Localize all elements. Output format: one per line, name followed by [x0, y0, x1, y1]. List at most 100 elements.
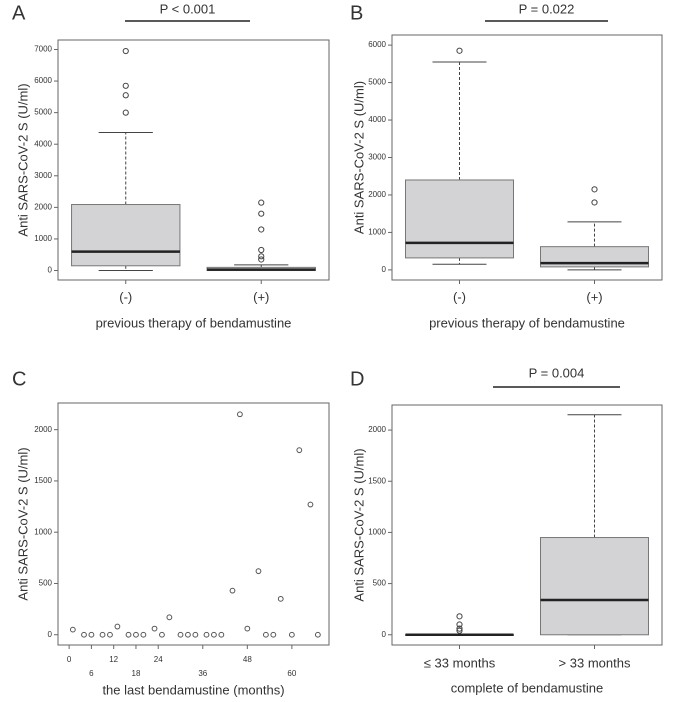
y-tick-label: 4000: [34, 139, 52, 148]
point: [151, 625, 158, 632]
point: [296, 447, 303, 454]
outlier: [258, 199, 265, 206]
point: [125, 631, 132, 638]
x-axis-title: previous therapy of bendamustine: [96, 315, 292, 330]
plot-frame: [57, 39, 330, 281]
x-tick-label: (-): [119, 289, 132, 304]
point: [69, 626, 76, 633]
y-tick-label: 500: [39, 579, 53, 588]
outlier: [122, 47, 129, 55]
outlier: [456, 621, 463, 628]
outlier: [122, 92, 129, 99]
point: [229, 587, 236, 594]
point: [177, 631, 184, 638]
y-tick-label: 3000: [368, 153, 386, 162]
outlier: [258, 226, 265, 233]
outlier: [456, 47, 463, 54]
plot-frame: [57, 402, 330, 646]
y-tick-label: 7000: [34, 45, 52, 54]
panel-label: B: [350, 2, 363, 24]
point: [81, 631, 87, 638]
point: [270, 631, 277, 638]
y-tick-label: 1000: [368, 228, 386, 237]
point: [244, 625, 251, 632]
point: [166, 614, 173, 621]
y-tick-label: 1000: [34, 234, 52, 243]
y-axis-title: Anti SARS-CoV-2 S (U/ml): [351, 81, 366, 234]
outlier: [122, 109, 129, 116]
y-tick-label: 500: [373, 579, 387, 588]
x-tick-label: 0: [67, 655, 72, 664]
outlier: [258, 246, 265, 254]
outlier: [591, 199, 598, 206]
y-tick-label: 1500: [34, 476, 52, 485]
x-tick-label: 18: [132, 669, 141, 678]
y-tick-label: 4000: [368, 115, 386, 124]
point: [277, 595, 284, 602]
panel-label: A: [12, 2, 26, 24]
y-axis-title: Anti SARS-CoV-2 S (U/ml): [351, 448, 366, 601]
annotation: P = 0.022: [519, 1, 575, 16]
x-tick-label: 24: [154, 655, 163, 664]
outlier: [258, 253, 265, 260]
point: [99, 631, 106, 638]
box: [405, 179, 514, 259]
outlier: [258, 210, 265, 217]
point: [159, 631, 165, 638]
y-tick-label: 2000: [368, 190, 386, 199]
x-tick-label: (+): [253, 289, 269, 304]
panel-label: C: [12, 368, 26, 390]
x-tick-label: (+): [586, 289, 602, 304]
plot-frame: [391, 404, 663, 646]
y-tick-label: 6000: [368, 40, 386, 49]
y-tick-label: 5000: [368, 78, 386, 87]
x-axis-title: the last bendamustine (months): [102, 682, 284, 697]
x-tick-label: (-): [453, 289, 466, 304]
x-tick-label: 6: [89, 669, 94, 678]
y-tick-label: 2000: [34, 425, 52, 434]
y-tick-label: 0: [48, 266, 53, 275]
y-tick-label: 2000: [34, 202, 52, 211]
outlier: [591, 186, 598, 193]
y-tick-label: 0: [48, 630, 53, 639]
y-axis-title: Anti SARS-CoV-2 S (U/ml): [15, 447, 30, 600]
point: [140, 631, 147, 638]
point: [288, 631, 295, 638]
point: [192, 631, 199, 638]
annotation: P < 0.001: [160, 1, 216, 16]
y-tick-label: 1000: [34, 527, 52, 536]
y-tick-label: 6000: [34, 76, 52, 85]
point: [114, 623, 121, 630]
y-tick-label: 0: [382, 630, 387, 639]
point: [133, 631, 139, 638]
y-tick-label: 1000: [368, 528, 386, 537]
outlier: [258, 256, 265, 263]
y-tick-label: 1500: [368, 476, 386, 485]
x-axis-title: previous therapy of bendamustine: [429, 315, 625, 330]
point: [307, 501, 314, 508]
x-tick-label: 60: [287, 669, 296, 678]
outlier: [122, 82, 129, 89]
box: [540, 246, 649, 268]
point: [203, 631, 210, 638]
annotation: P = 0.004: [529, 365, 585, 380]
point: [185, 631, 191, 638]
y-tick-label: 0: [382, 265, 387, 274]
point: [211, 631, 217, 638]
y-axis-title: Anti SARS-CoV-2 S (U/ml): [15, 83, 30, 236]
outlier: [456, 613, 463, 620]
panel-label: D: [350, 368, 364, 390]
y-tick-label: 3000: [34, 171, 52, 180]
point: [218, 631, 225, 638]
box: [71, 204, 181, 267]
point: [255, 568, 262, 575]
point: [88, 631, 95, 638]
x-tick-label: > 33 months: [559, 655, 631, 670]
point: [107, 631, 113, 638]
x-tick-label: 36: [198, 669, 207, 678]
outlier: [456, 625, 463, 632]
y-tick-label: 5000: [34, 108, 52, 117]
point: [314, 631, 321, 638]
box: [540, 537, 649, 636]
